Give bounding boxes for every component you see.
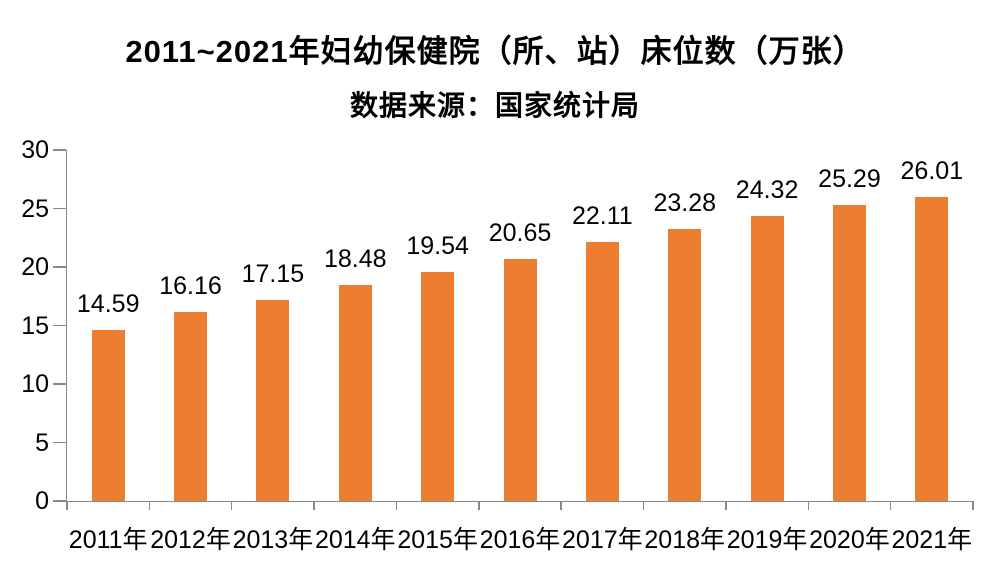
y-axis-tick [52,207,66,210]
x-axis-label: 2018年 [644,526,726,554]
y-axis-label: 15 [21,311,49,340]
bar [91,330,125,501]
x-axis-tick [725,501,727,510]
bar [421,272,455,501]
x-axis-label: 2015年 [397,526,478,554]
x-axis-label: 2017年 [562,526,643,554]
y-axis-label: 25 [21,194,49,223]
bar [338,284,372,501]
y-axis-label: 10 [21,370,49,398]
y-axis-tick [52,383,66,385]
bar-value-label: 25.29 [818,165,881,194]
x-axis-label: 2011年 [68,526,148,554]
chart-title: 2011~2021年妇幼保健院（所、站）床位数（万张） [125,34,865,69]
bar [668,228,702,501]
bar [585,242,619,501]
bar [256,300,290,501]
bar-value-label: 16.16 [159,271,222,300]
x-axis-tick [560,501,562,510]
y-axis-label: 20 [21,253,49,281]
x-axis-tick [230,501,233,510]
x-axis-tick [478,501,480,510]
bar-value-label: 23.28 [653,188,716,217]
y-axis-label: 30 [21,136,49,164]
x-axis-label: 2021年 [891,526,973,554]
x-axis-label: 2014年 [314,526,396,554]
x-axis-label: 2019年 [726,526,808,554]
x-axis-tick [889,501,892,510]
bar [174,311,208,501]
x-axis-tick [148,501,151,510]
y-axis-tick [52,266,66,268]
bar-value-label: 18.48 [323,244,387,273]
bar-value-label: 24.32 [735,176,799,205]
y-axis-tick [52,500,66,502]
y-axis-label: 5 [35,428,49,457]
bar-value-label: 20.65 [488,219,552,248]
x-axis-label: 2016年 [479,526,561,554]
x-axis-label: 2013年 [232,526,314,554]
chart-subtitle: 数据来源：国家统计局 [349,90,640,121]
bar [503,259,537,501]
bar [832,205,866,501]
y-axis-label: 0 [35,487,49,515]
bar-value-label: 26.01 [900,156,964,185]
x-axis-tick [972,501,974,510]
bar-value-label: 19.54 [406,232,469,261]
x-axis-label: 2012年 [150,526,231,554]
y-axis-tick [52,149,66,151]
bar-value-label: 14.59 [76,290,140,319]
bar-value-label: 17.15 [241,260,305,289]
y-axis-tick [52,441,66,444]
plot-area: 0 5 10 15 20 25 30 14.59 2011年 16.16 2012年 17.15 201… [21,136,974,554]
y-axis-tick [52,324,66,327]
x-axis-tick [642,501,645,510]
bar [915,196,949,501]
x-axis-tick [313,501,315,510]
bar-value-label: 22.11 [572,202,633,231]
x-axis-label: 2020年 [809,526,890,554]
x-axis-tick [66,501,68,510]
bar [750,216,784,501]
x-axis-tick [395,501,398,510]
x-axis-tick [807,501,810,510]
